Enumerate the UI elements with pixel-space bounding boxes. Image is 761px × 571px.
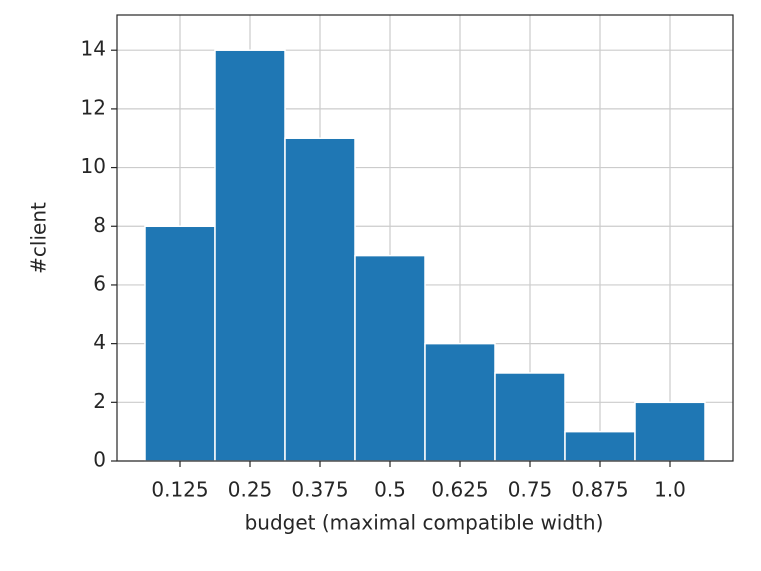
y-tick-label: 4 — [93, 330, 106, 354]
x-tick-label: 0.625 — [431, 478, 488, 502]
bar — [564, 430, 636, 462]
bar — [494, 372, 566, 462]
x-tick-label: 0.25 — [228, 478, 273, 502]
bar — [214, 49, 286, 462]
x-tick-label: 0.875 — [571, 478, 628, 502]
bar — [634, 401, 706, 462]
y-tick-label: 14 — [81, 37, 106, 61]
y-tick-label: 12 — [81, 95, 106, 119]
x-axis-label: budget (maximal compatible width) — [245, 511, 604, 535]
x-tick-label: 0.375 — [291, 478, 348, 502]
y-tick-label: 10 — [81, 154, 106, 178]
x-tick-label: 0.5 — [374, 478, 406, 502]
y-tick-label: 8 — [93, 213, 106, 237]
bar — [144, 225, 216, 462]
y-tick-label: 2 — [93, 389, 106, 413]
plot-frame — [116, 14, 734, 462]
y-tick-label: 0 — [93, 448, 106, 472]
x-tick-label: 1.0 — [654, 478, 686, 502]
y-axis-label: #client — [27, 202, 51, 274]
y-tick-label: 6 — [93, 271, 106, 295]
bar — [284, 137, 356, 462]
x-tick-label: 0.125 — [151, 478, 208, 502]
x-tick-label: 0.75 — [508, 478, 553, 502]
bar — [424, 342, 496, 462]
bar — [354, 254, 426, 462]
